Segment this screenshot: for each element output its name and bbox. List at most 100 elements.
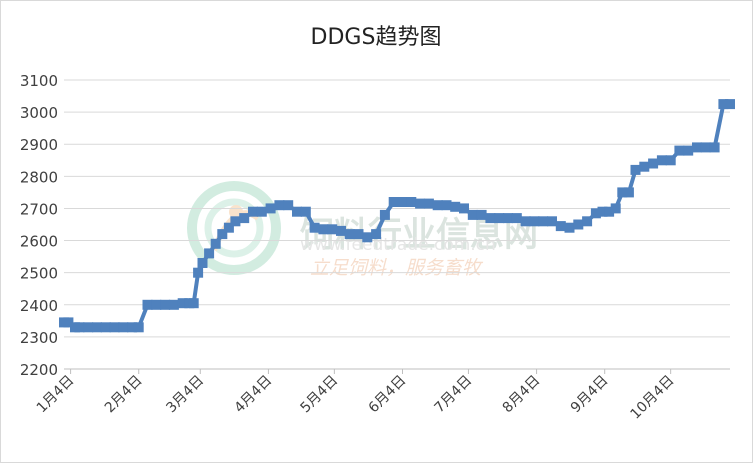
data-point	[503, 213, 513, 224]
data-point	[397, 197, 408, 207]
y-tick-label: 2900	[20, 136, 58, 154]
data-point	[344, 229, 355, 240]
data-point	[109, 322, 120, 333]
data-point	[406, 197, 417, 207]
data-point	[142, 299, 153, 310]
data-point	[648, 158, 659, 169]
data-point	[100, 322, 111, 333]
data-point	[210, 238, 221, 249]
y-tick: 3000	[20, 104, 58, 122]
data-point	[353, 229, 364, 240]
y-tick-label: 2600	[20, 233, 58, 251]
data-point	[256, 206, 267, 217]
data-point	[371, 229, 382, 240]
data-point	[610, 203, 621, 214]
data-point	[292, 206, 302, 217]
data-point	[485, 213, 496, 224]
data-point	[725, 99, 735, 110]
data-point	[582, 216, 593, 227]
data-point	[309, 222, 320, 233]
y-tick: 2900	[20, 136, 58, 154]
data-point	[665, 155, 676, 166]
data-point	[692, 142, 702, 153]
data-point	[476, 209, 487, 220]
y-tick-label: 3000	[20, 104, 58, 122]
data-point	[494, 213, 505, 224]
data-point	[92, 322, 102, 333]
data-point	[379, 209, 390, 220]
data-point	[423, 198, 434, 209]
data-point	[248, 206, 258, 217]
data-point	[63, 317, 74, 328]
data-point	[700, 142, 711, 153]
data-point	[193, 267, 204, 278]
data-point	[683, 145, 694, 156]
data-point	[617, 187, 628, 198]
data-point	[230, 216, 241, 227]
y-tick: 2700	[20, 200, 58, 218]
data-point	[623, 187, 634, 198]
data-point	[239, 213, 250, 224]
data-point	[441, 200, 452, 211]
data-point	[168, 299, 179, 310]
y-axis: 2200 2300 2400 2500 2600 2700 2800 2900 3000 3100	[20, 72, 58, 379]
data-point	[204, 248, 215, 259]
data-point	[467, 209, 478, 220]
data-point	[415, 198, 426, 209]
data-point	[564, 222, 575, 233]
data-point	[639, 161, 650, 172]
data-point	[450, 201, 461, 212]
data-point	[265, 203, 276, 214]
y-tick: 2200	[20, 361, 58, 379]
data-point	[223, 222, 234, 233]
watermark-url: www.feedtrade.com.cn	[300, 235, 496, 255]
data-point	[327, 224, 338, 235]
data-point	[529, 216, 540, 227]
data-point	[274, 200, 285, 211]
data-point	[547, 216, 557, 227]
data-point	[177, 298, 188, 309]
data-point	[555, 221, 566, 232]
data-point	[590, 208, 601, 219]
y-tick-label: 3100	[20, 72, 58, 90]
y-tick: 3100	[20, 72, 58, 90]
data-point	[127, 322, 138, 333]
y-tick: 2300	[20, 329, 58, 347]
data-point	[511, 213, 522, 224]
data-point	[520, 216, 531, 227]
y-tick-label: 2500	[20, 265, 58, 283]
data-point	[160, 299, 171, 310]
data-point	[388, 197, 399, 207]
data-point	[318, 224, 329, 235]
data-point	[217, 229, 228, 240]
data-point	[300, 206, 311, 217]
data-point	[573, 219, 584, 230]
data-point	[709, 142, 720, 153]
y-tick-label: 2800	[20, 168, 58, 186]
y-tick: 2400	[20, 297, 58, 315]
data-point	[151, 299, 162, 310]
y-tick-label: 2300	[20, 329, 58, 347]
data-point	[83, 322, 94, 333]
y-tick-label: 2400	[20, 297, 58, 315]
y-tick: 2800	[20, 168, 58, 186]
data-point	[459, 203, 469, 214]
series-group	[59, 99, 735, 333]
data-point	[432, 200, 443, 211]
data-point	[362, 232, 373, 243]
data-point	[118, 322, 129, 333]
y-tick-label: 2700	[20, 200, 58, 218]
data-point	[597, 206, 608, 217]
data-point	[283, 200, 294, 211]
data-point	[718, 99, 729, 110]
y-tick: 2500	[20, 265, 58, 283]
data-point	[674, 145, 685, 156]
chart-title: DDGS趋势图	[311, 25, 442, 50]
data-point	[74, 322, 85, 333]
data-point	[656, 155, 667, 166]
data-point	[336, 225, 346, 236]
y-tick: 2600	[20, 233, 58, 251]
watermark-slogan: 立足饲料，服务畜牧	[310, 257, 484, 279]
